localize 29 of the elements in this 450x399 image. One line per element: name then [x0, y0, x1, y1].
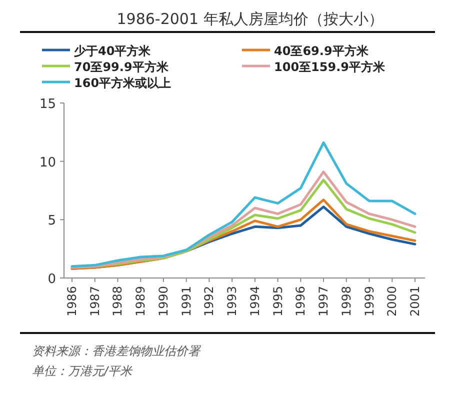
- x-tick-label: 1994: [248, 286, 262, 317]
- chart-title: 1986-2001 年私人房屋均价（按大小）: [116, 10, 384, 28]
- legend-label: 少于40平方米: [73, 44, 152, 58]
- y-tick-label: 15: [39, 97, 56, 112]
- text: 单位：万港元/平米: [32, 364, 134, 378]
- x-tick-label: 1988: [110, 286, 125, 317]
- x-tick-label: 1993: [225, 286, 240, 317]
- x-tick-label: 1987: [88, 286, 102, 317]
- x-tick-label: 1996: [294, 286, 308, 317]
- x-tick-label: 1992: [202, 286, 216, 317]
- x-tick-label: 2000: [385, 286, 400, 317]
- x-tick-label: 1990: [156, 286, 170, 317]
- legend-label: 160平方米或以上: [74, 76, 172, 90]
- x-tick-label: 1997: [316, 286, 331, 317]
- legend-label: 100至159.9平方米: [274, 60, 386, 74]
- legend-label: 70至99.9平方米: [74, 60, 170, 74]
- y-tick-label: 0: [48, 272, 56, 287]
- x-tick-label: 1998: [339, 286, 354, 317]
- text: 资料来源：香港差饷物业估价署: [32, 344, 202, 358]
- x-tick-label: 1989: [134, 286, 148, 317]
- legend-label: 40至69.9平方米: [274, 44, 370, 58]
- x-tick-label: 2001: [408, 286, 422, 317]
- line-series: [70, 141, 416, 268]
- y-tick-label: 5: [48, 214, 56, 229]
- x-tick-label: 1995: [270, 286, 285, 317]
- y-tick-label: 10: [39, 155, 56, 170]
- x-tick-label: 1986: [65, 286, 79, 317]
- x-tick-label: 1999: [362, 286, 376, 317]
- x-tick-label: 1991: [179, 286, 194, 317]
